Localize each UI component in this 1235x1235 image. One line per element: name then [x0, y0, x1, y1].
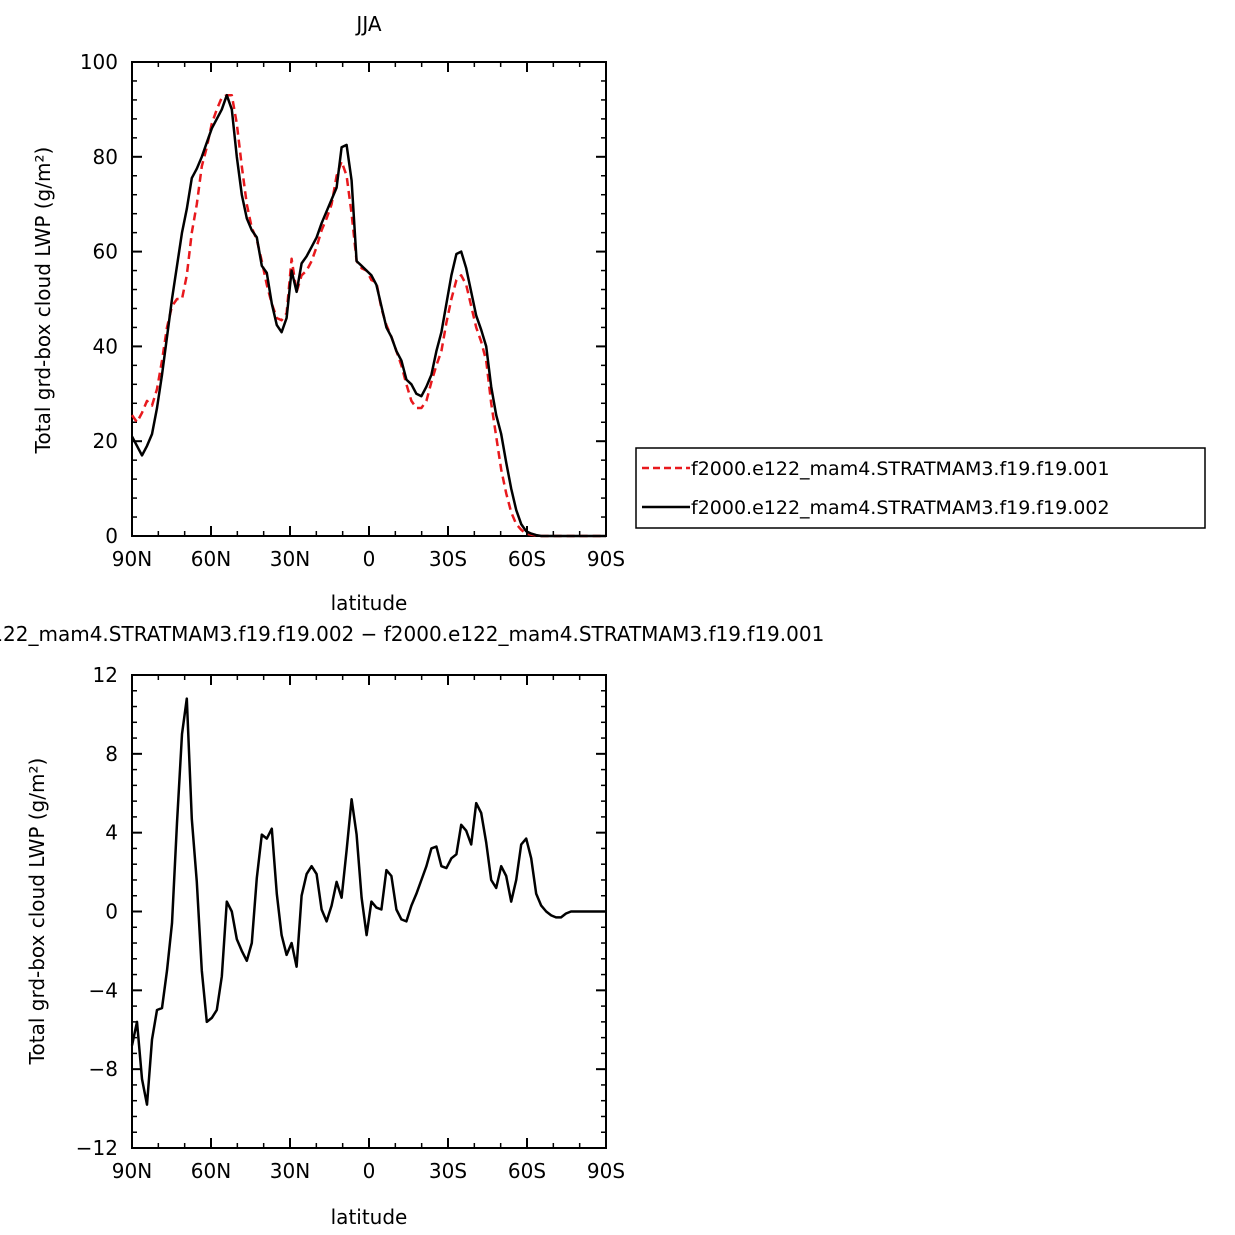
top-x-tick-label: 30S	[429, 547, 467, 571]
legend-label-series-001: f2000.e122_mam4.STRATMAM3.f19.f19.001	[691, 458, 1110, 480]
bottom-x-tick-label: 30S	[429, 1159, 467, 1183]
top-y-tick-label: 60	[93, 240, 118, 264]
bottom-x-tick-label: 90N	[112, 1159, 152, 1183]
top-series-line-2	[130, 93, 606, 538]
top-y-tick-label: 100	[80, 50, 118, 74]
top-series-group	[130, 93, 606, 538]
top-x-tick-label: 0	[363, 547, 376, 571]
top-x-axis-label: latitude	[331, 591, 408, 615]
bottom-y-axis-label: Total grd-box cloud LWP (g/m²)	[25, 758, 49, 1066]
top-y-tick-label: 0	[105, 524, 118, 548]
top-x-tick-label: 60N	[191, 547, 231, 571]
bottom-series-group	[130, 697, 606, 1106]
top-plot-frame	[131, 61, 607, 537]
bottom-x-tick-label: 60S	[508, 1159, 546, 1183]
top-y-tick-label: 40	[93, 334, 118, 358]
bottom-y-tick-label: −8	[89, 1057, 118, 1081]
top-x-tick-label: 90N	[112, 547, 152, 571]
bottom-x-tick-label: 30N	[270, 1159, 310, 1183]
bottom-axis-ticks: 90N 60N 30N 0 30S 60S 90S −12 −8 −4 0 4 8 12	[76, 663, 625, 1183]
bottom-y-tick-label: 0	[105, 900, 118, 924]
legend-box	[635, 447, 1206, 529]
top-y-tick-label: 20	[93, 429, 118, 453]
bottom-y-tick-label: 12	[93, 663, 118, 687]
top-x-tick-label: 90S	[587, 547, 625, 571]
bottom-y-tick-label: 4	[105, 821, 118, 845]
bottom-y-tick-label: 8	[105, 742, 118, 766]
bottom-y-tick-label: −12	[76, 1136, 118, 1160]
top-panel: JJA Total grd-box cloud LWP (g/m²) latit…	[31, 12, 1206, 615]
top-x-tick-label: 60S	[508, 547, 546, 571]
bottom-x-tick-label: 0	[363, 1159, 376, 1183]
bottom-x-tick-label: 60N	[191, 1159, 231, 1183]
top-chart-title: JJA	[354, 12, 381, 36]
bottom-panel: f2000.e122_mam4.STRATMAM3.f19.f19.002 − …	[0, 622, 824, 1229]
legend-label-series-002: f2000.e122_mam4.STRATMAM3.f19.f19.002	[691, 497, 1110, 519]
top-series-line-1	[130, 93, 606, 538]
top-axis-ticks: 90N 60N 30N 0 30S 60S 90S 0 20 40 60 80 100	[80, 50, 625, 571]
bottom-chart-title: f2000.e122_mam4.STRATMAM3.f19.f19.002 − …	[0, 622, 824, 646]
top-x-tick-label: 30N	[270, 547, 310, 571]
top-y-axis-label: Total grd-box cloud LWP (g/m²)	[31, 147, 55, 455]
bottom-x-tick-label: 90S	[587, 1159, 625, 1183]
legend: f2000.e122_mam4.STRATMAM3.f19.f19.001 f2…	[635, 447, 1206, 529]
bottom-x-axis-label: latitude	[331, 1205, 408, 1229]
bottom-series-line-1	[130, 697, 606, 1106]
bottom-y-tick-label: −4	[89, 978, 118, 1002]
top-y-tick-label: 80	[93, 145, 118, 169]
